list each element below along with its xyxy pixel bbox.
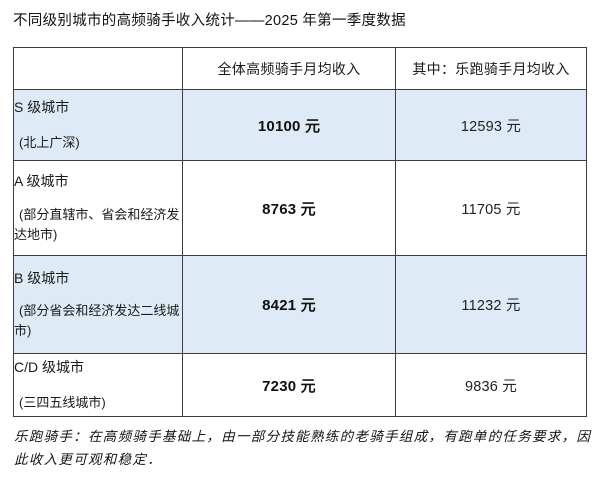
all-riders-income-value: 8421 元	[182, 255, 396, 354]
table-row-cd-tier: C/D 级城市 (三四五线城市) 7230 元 9836 元	[13, 353, 587, 417]
header-cell-all-riders: 全体高频骑手月均收入	[182, 47, 396, 90]
city-tier-label: C/D 级城市	[14, 359, 84, 376]
city-tier-cell: S 级城市 (北上广深)	[13, 89, 183, 161]
all-riders-income-value: 7230 元	[182, 353, 396, 417]
all-riders-income-value: 10100 元	[182, 89, 396, 161]
city-tier-subtitle: (三四五线城市)	[19, 394, 106, 410]
lepao-riders-income-value: 11705 元	[395, 160, 587, 256]
city-tier-label: B 级城市	[14, 269, 70, 286]
page-title: 不同级别城市的高频骑手收入统计——2025 年第一季度数据	[13, 13, 406, 29]
header-cell-empty	[13, 47, 183, 90]
header-cell-lepao-riders: 其中：乐跑骑手月均收入	[395, 47, 587, 90]
lepao-riders-income-value: 12593 元	[395, 89, 587, 161]
table-row-b-tier: B 级城市 (部分省会和经济发达二线城市) 8421 元 11232 元	[13, 255, 587, 354]
all-riders-income-value: 8763 元	[182, 160, 396, 256]
city-tier-subtitle: (部分直辖市、省会和经济发达地市)	[14, 206, 180, 242]
city-tier-cell: C/D 级城市 (三四五线城市)	[13, 353, 183, 417]
city-tier-label: A 级城市	[14, 173, 69, 190]
income-table: 全体高频骑手月均收入 其中：乐跑骑手月均收入 S 级城市 (北上广深) 1010…	[13, 47, 587, 417]
lepao-riders-income-value: 11232 元	[395, 255, 587, 354]
lepao-riders-income-value: 9836 元	[395, 353, 587, 417]
table-header-row: 全体高频骑手月均收入 其中：乐跑骑手月均收入	[13, 47, 587, 90]
city-tier-subtitle: (部分省会和经济发达二线城市)	[14, 303, 180, 339]
table-row-a-tier: A 级城市 (部分直辖市、省会和经济发达地市) 8763 元 11705 元	[13, 160, 587, 256]
city-tier-subtitle: (北上广深)	[19, 134, 80, 150]
city-tier-cell: A 级城市 (部分直辖市、省会和经济发达地市)	[13, 160, 183, 256]
city-tier-label: S 级城市	[14, 99, 70, 116]
footnote: 乐跑骑手：在高频骑手基础上，由一部分技能熟练的老骑手组成，有跑单的任务要求，因此…	[14, 429, 592, 467]
city-tier-cell: B 级城市 (部分省会和经济发达二线城市)	[13, 255, 183, 354]
table-row-s-tier: S 级城市 (北上广深) 10100 元 12593 元	[13, 89, 587, 161]
